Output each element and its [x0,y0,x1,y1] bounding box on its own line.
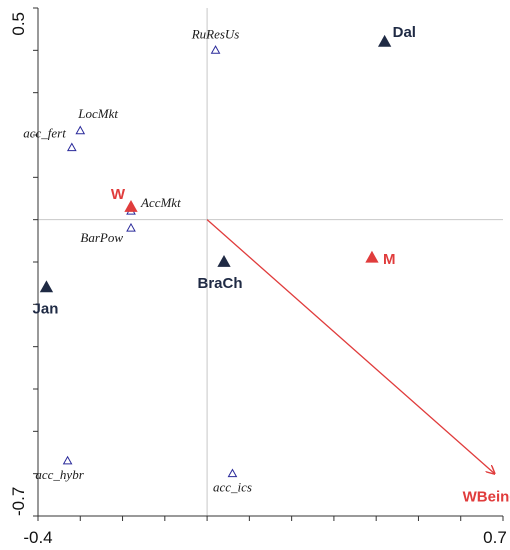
species-points: RuResUs LocMkt acc_fert AccMkt BarPow acc_hyb… [23,26,252,494]
x-tick-label-min: -0.4 [23,528,52,547]
species-label: LocMkt [77,106,118,121]
environment-arrows: WBeing [206,219,510,506]
red-point-label: M [383,251,396,268]
red-marker [124,199,138,212]
sample-label: BraCh [197,275,242,292]
species-label: BarPow [80,230,123,245]
zero-lines [38,8,503,516]
species-marker [66,142,77,152]
axes: -0.4 0.7 0.5 -0.7 [9,7,507,547]
y-tick-label-max: 0.5 [9,12,28,36]
species-label: acc_hybr [35,467,84,482]
species-marker [227,468,238,478]
red-marker [365,250,379,263]
species-label: RuResUs [191,26,240,41]
wbeing-arrow [206,219,494,474]
sample-marker [377,34,392,47]
arrow-label: WBeing [463,489,510,506]
sample-label: Jan [33,300,59,317]
red-point-label: W [111,186,126,203]
species-marker [75,125,86,135]
red-group-points: WM [111,186,396,268]
species-marker [210,45,221,54]
x-tick-label-max: 0.7 [483,528,507,547]
species-label: acc_fert [23,126,66,141]
species-label: acc_ics [213,480,252,495]
sample-marker [39,280,54,293]
sample-label: Dal [393,24,416,41]
y-tick-label-min: -0.7 [9,487,28,516]
species-label: AccMkt [140,195,181,210]
species-marker [62,455,73,465]
y-axis-ticks [33,7,38,517]
sample-points: Dal Jan BraCh [33,24,416,318]
x-axis-ticks [37,516,504,521]
sample-marker [217,255,231,267]
species-marker [126,222,136,232]
